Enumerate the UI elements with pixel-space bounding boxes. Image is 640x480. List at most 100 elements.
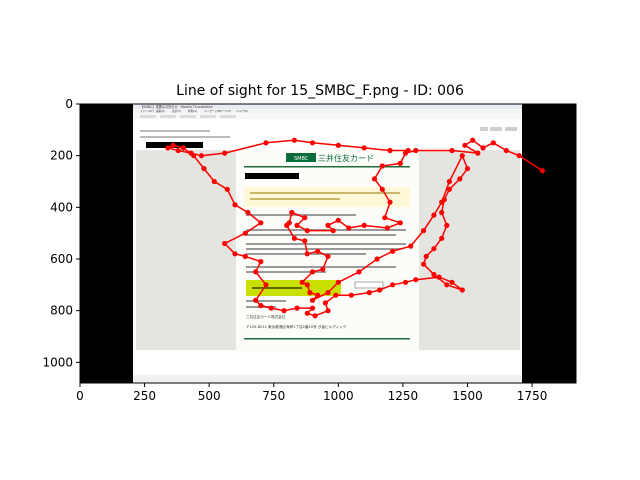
gaze-point	[490, 140, 496, 146]
gaze-point	[439, 209, 445, 216]
menu-item: 編集(E)	[156, 109, 165, 113]
gaze-point	[315, 248, 321, 254]
gaze-point	[188, 150, 194, 156]
gaze-point	[444, 222, 450, 228]
gaze-point	[309, 297, 316, 303]
gaze-point	[312, 313, 318, 319]
gaze-point	[325, 222, 331, 228]
gaze-point	[309, 140, 316, 146]
gaze-point	[374, 256, 380, 262]
gaze-point	[325, 308, 331, 314]
gaze-point	[431, 246, 437, 252]
gaze-point	[224, 186, 230, 192]
gaze-point	[294, 305, 300, 311]
y-tick-label: 0	[65, 97, 73, 111]
gaze-point	[302, 238, 308, 244]
gaze-point	[390, 248, 396, 254]
status-bar	[133, 375, 522, 383]
gaze-point	[431, 271, 437, 278]
x-tick-label: 750	[262, 389, 285, 403]
x-tick-label: 1500	[452, 389, 483, 403]
y-tick-label: 600	[50, 252, 73, 266]
gaze-point	[431, 212, 437, 218]
y-tick-label: 800	[50, 304, 73, 318]
x-axis: 0 250 500 750 1000 1250 1500 1750	[76, 383, 547, 403]
gaze-point	[459, 287, 465, 293]
gaze-point	[289, 209, 295, 216]
menu-item: メッセージ(M)	[204, 109, 221, 113]
gaze-point	[211, 178, 217, 185]
gaze-point	[307, 290, 313, 296]
gaze-point	[539, 168, 546, 174]
gaze-point	[444, 282, 450, 288]
gaze-point	[281, 308, 287, 314]
toolbar	[133, 113, 522, 119]
gaze-point	[170, 142, 176, 148]
gaze-point	[304, 228, 310, 234]
gaze-point	[405, 147, 411, 154]
x-tick-label: 250	[133, 389, 156, 403]
gaze-point	[413, 147, 419, 154]
smbc-logo	[286, 153, 316, 162]
email-body-left-margin	[136, 150, 236, 350]
gaze-point	[413, 277, 419, 283]
gaze-point	[446, 178, 452, 185]
gaze-point	[462, 142, 468, 148]
gaze-point	[263, 282, 269, 288]
menu-item: ファイル(F)	[140, 109, 154, 113]
gaze-point	[258, 220, 264, 226]
gaze-point	[377, 287, 383, 293]
gaze-point	[294, 222, 300, 228]
menu-item: 表示(V)	[172, 109, 181, 113]
gaze-point	[335, 217, 341, 223]
menu-bar	[133, 109, 522, 113]
gaze-point	[335, 142, 341, 148]
chart-title: Line of sight for 15_SMBC_F.png - ID: 00…	[176, 83, 464, 99]
y-axis: 0 200 400 600 800 1000	[42, 97, 80, 369]
gaze-point	[320, 266, 326, 272]
gaze-point	[436, 274, 442, 280]
email-content	[236, 150, 419, 352]
gaze-point	[165, 145, 171, 151]
gaze-point	[322, 300, 328, 306]
gaze-point	[253, 297, 259, 303]
letterbox-left	[80, 104, 133, 383]
gaze-point	[384, 225, 390, 231]
gaze-point	[457, 176, 463, 182]
gaze-point	[263, 140, 269, 146]
gaze-point	[346, 225, 352, 231]
gaze-point	[397, 160, 403, 166]
gaze-point	[387, 147, 393, 154]
x-tick-label: 500	[198, 389, 221, 403]
gaze-point	[475, 150, 481, 156]
gaze-point	[397, 220, 403, 226]
gaze-point	[242, 230, 248, 236]
y-tick-label: 200	[50, 149, 73, 163]
gaze-point	[516, 153, 522, 159]
gaze-point	[356, 269, 362, 275]
gaze-point	[446, 186, 452, 192]
x-tick-label: 1000	[323, 389, 354, 403]
gaze-point	[366, 290, 372, 296]
gaze-point	[232, 202, 238, 208]
x-tick-label: 0	[76, 389, 84, 403]
gaze-point	[304, 310, 310, 316]
gaze-point	[361, 145, 367, 151]
gaze-point	[382, 215, 388, 221]
gaze-point	[198, 153, 204, 159]
gaze-point	[402, 279, 409, 285]
redacted-name	[245, 173, 299, 179]
gaze-point	[304, 251, 310, 257]
gaze-point	[387, 199, 393, 205]
menu-item: 移動(G)	[188, 109, 197, 113]
footer-address: 〒105-8011 東京都港区海岸1丁目2番20号 汐留ビルディング	[246, 324, 347, 329]
x-tick-label: 1250	[388, 389, 419, 403]
gaze-point	[464, 166, 471, 172]
gaze-point	[291, 235, 297, 241]
gaze-point	[335, 279, 341, 285]
gaze-point	[291, 137, 297, 143]
gaze-point	[421, 261, 427, 267]
gaze-point	[201, 166, 207, 172]
smbc-logo-text: SMBC	[294, 156, 309, 162]
